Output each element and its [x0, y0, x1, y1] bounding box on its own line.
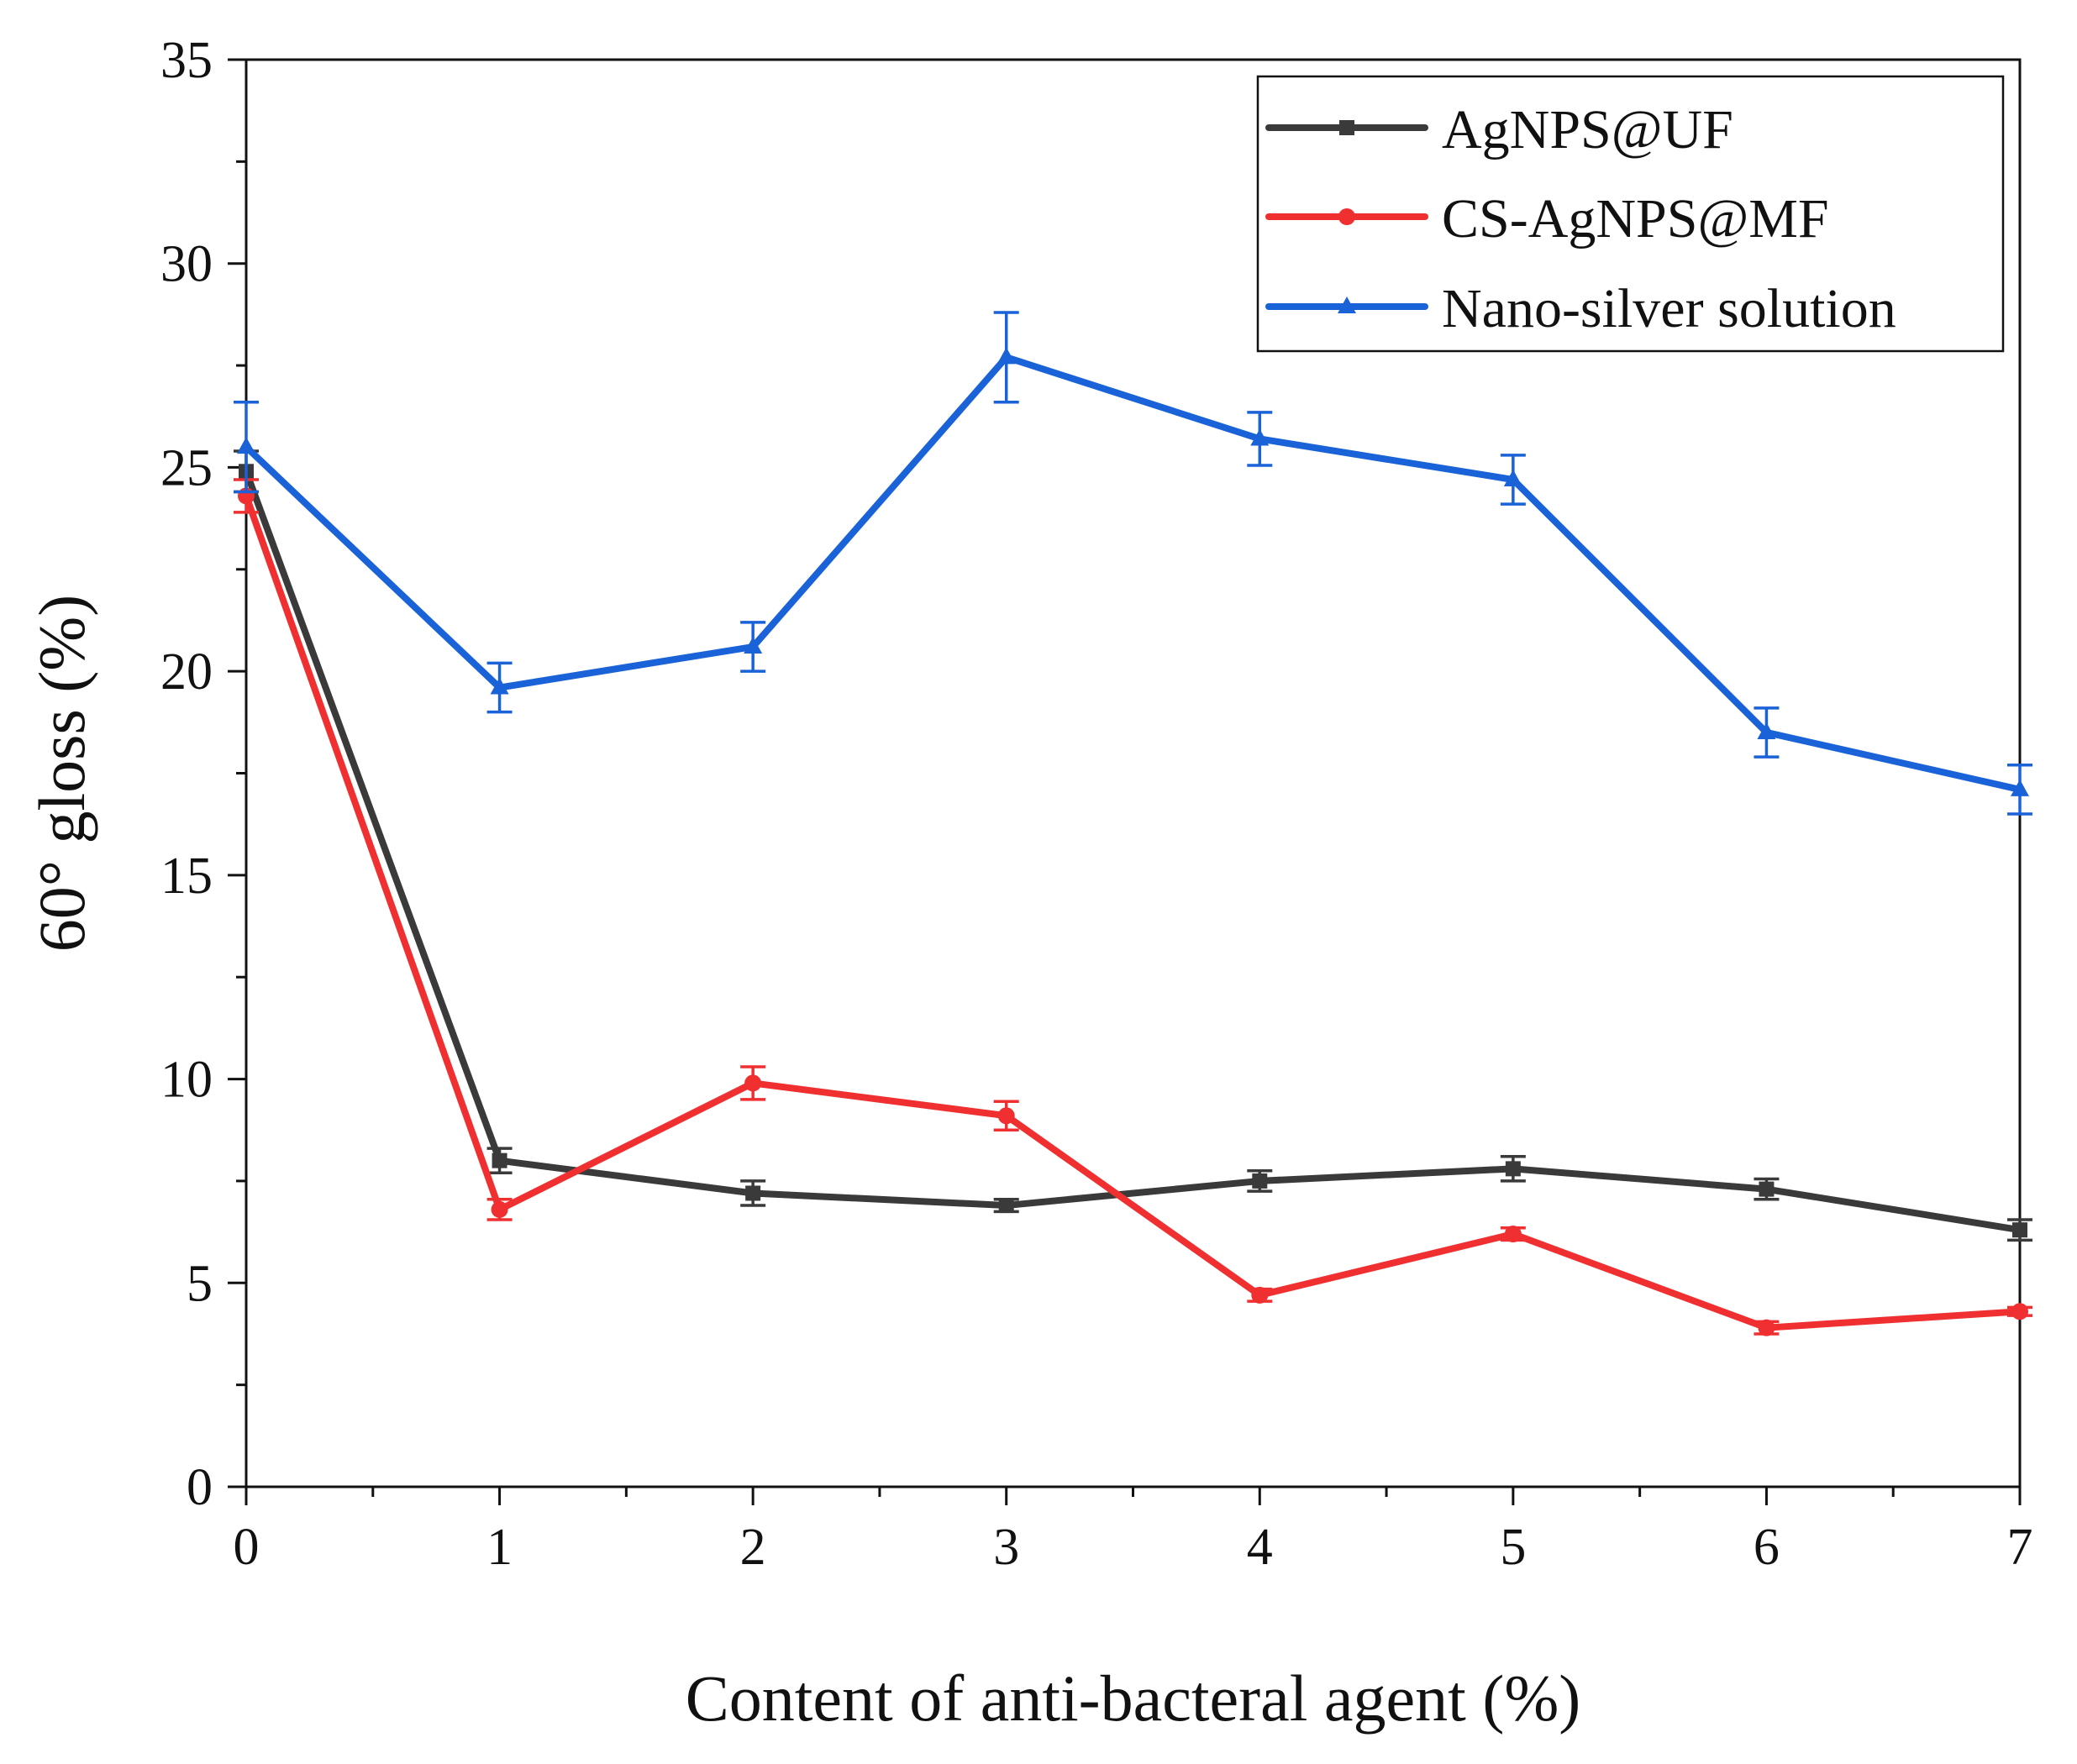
y-tick-label: 15: [160, 848, 213, 905]
legend-item-cs-agnps-mf: CS-AgNPS@MF: [1265, 188, 1829, 249]
legend-marker: [1338, 297, 1356, 313]
x-tick-label: 0: [234, 1519, 260, 1576]
data-point: [2012, 1222, 2027, 1238]
data-point: [1758, 1319, 1775, 1336]
y-tick-label: 20: [160, 643, 213, 701]
legend-label: Nano-silver solution: [1442, 278, 1896, 339]
y-tick-label: 0: [187, 1459, 213, 1516]
x-tick-label: 5: [1500, 1519, 1526, 1576]
x-tick-label: 2: [740, 1519, 766, 1576]
legend-item-agnps-uf: AgNPS@UF: [1265, 99, 1733, 160]
data-point: [744, 637, 763, 654]
data-point: [745, 1185, 761, 1201]
data-point: [490, 677, 509, 695]
data-point: [1759, 1181, 1775, 1197]
series-line: [243, 354, 2023, 793]
data-point: [237, 437, 255, 454]
series-line: [243, 468, 2023, 1234]
data-point: [1505, 1161, 1521, 1177]
y-tick-label: 30: [160, 236, 213, 293]
data-point: [1757, 722, 1776, 739]
data-point: [996, 347, 1016, 365]
y-axis-title: 60° gloss (%): [25, 595, 98, 953]
data-point: [1503, 469, 1522, 486]
legend: AgNPS@UF CS-AgNPS@MF Nano-silver solution: [1256, 75, 2005, 353]
series-nano-silver-solution: [234, 311, 2032, 816]
legend-item-nano-silver-solution: Nano-silver solution: [1265, 278, 1896, 339]
data-point: [998, 1198, 1014, 1214]
axes: 0 1 2 3 4 5 6 7 0 5 10 15 20 25 30 35: [160, 32, 2033, 1576]
x-tick-label: 4: [1247, 1519, 1273, 1576]
data-point: [1251, 1286, 1269, 1304]
data-point: [1250, 428, 1270, 446]
y-tick-label: 35: [160, 32, 213, 89]
series-line: [243, 492, 2023, 1331]
x-tick-label: 7: [2007, 1519, 2033, 1576]
data-point: [1504, 1226, 1522, 1243]
y-tick-label: 10: [160, 1052, 213, 1109]
legend-marker: [1338, 208, 1355, 225]
x-tick-label: 3: [993, 1519, 1019, 1576]
legend-label: AgNPS@UF: [1442, 99, 1733, 160]
data-point: [492, 1152, 507, 1168]
y-tick-label: 5: [187, 1255, 213, 1312]
data-point: [744, 1074, 762, 1092]
legend-label: CS-AgNPS@MF: [1442, 188, 1829, 249]
series-group: [234, 311, 2032, 1336]
series-cs-agnps-mf: [234, 478, 2032, 1336]
data-point: [997, 1107, 1015, 1125]
x-axis-title: Content of anti-bacteral agent (%): [686, 1662, 1581, 1735]
series-agnps-uf: [234, 449, 2032, 1242]
data-point: [1252, 1173, 1268, 1189]
y-tick-label: 25: [160, 439, 213, 496]
x-tick-label: 1: [486, 1519, 513, 1576]
data-point: [2011, 779, 2029, 796]
legend-marker: [1339, 120, 1354, 135]
data-point: [491, 1200, 508, 1218]
x-tick-label: 6: [1754, 1519, 1780, 1576]
data-point: [2011, 1303, 2028, 1320]
